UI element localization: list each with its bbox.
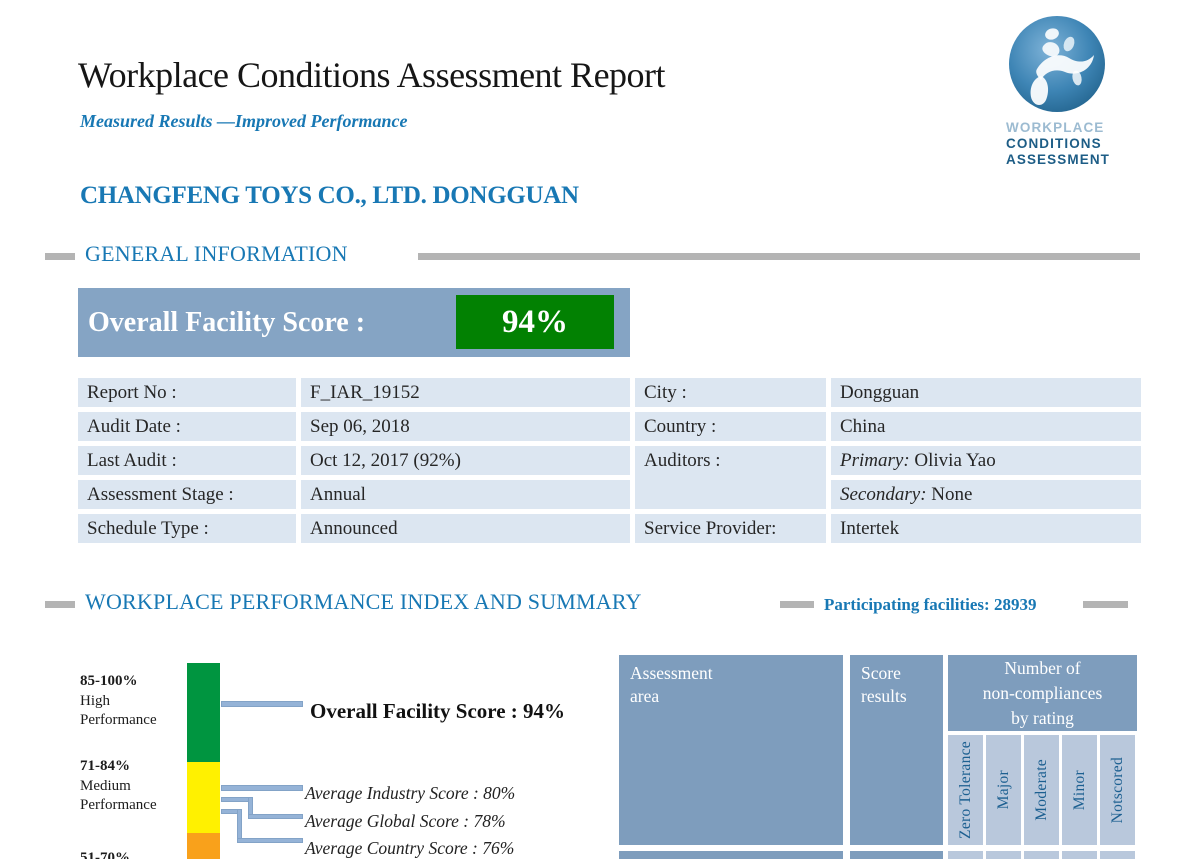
info-label: Last Audit :	[78, 446, 296, 475]
performance-bar-high-segment	[187, 663, 220, 762]
rating-col-minor: Minor	[1062, 735, 1097, 845]
summary-col-score-results: Score results	[850, 655, 943, 845]
wca-logo-icon	[1009, 16, 1105, 112]
rating-col-notscored: Notscored	[1100, 735, 1135, 845]
overall-score-label: Overall Facility Score :	[88, 307, 366, 338]
info-value-primary-auditor: Primary: Olivia Yao	[831, 446, 1141, 475]
auditor-name: None	[931, 484, 973, 505]
info-value: Oct 12, 2017 (92%)	[301, 446, 630, 475]
section-dash	[1083, 601, 1128, 608]
info-value: China	[831, 412, 1141, 441]
section-dash	[780, 601, 814, 608]
auditor-name: Olivia Yao	[914, 450, 996, 471]
info-value: Annual	[301, 480, 630, 509]
info-value: Dongguan	[831, 378, 1141, 407]
rating-col-major: Major	[986, 735, 1021, 845]
section-title-general-information: GENERAL INFORMATION	[85, 241, 348, 266]
page-subtitle: Measured Results —Improved Performance	[80, 111, 408, 131]
auditor-prefix: Primary:	[840, 450, 910, 471]
annotation-country-score: Average Country Score : 76%	[305, 838, 515, 858]
page-title: Workplace Conditions Assessment Report	[78, 55, 666, 95]
info-label: Service Provider:	[635, 514, 826, 543]
summary-col-assessment-area: Assessment area	[619, 655, 843, 845]
performance-bar-low-segment	[187, 833, 220, 859]
summary-col-noncompliances: Number of non-compliances by rating	[948, 655, 1137, 731]
annotation-industry-score: Average Industry Score : 80%	[305, 783, 516, 803]
summary-row-sliver	[948, 851, 983, 859]
band-range: 71-84%	[80, 758, 130, 774]
band-name: Medium Performance	[80, 777, 157, 814]
wca-logo-wordmark: WORKPLACE CONDITIONS ASSESSMENT	[1006, 120, 1110, 168]
info-label: Country :	[635, 412, 826, 441]
summary-row-sliver	[1024, 851, 1059, 859]
info-value: Intertek	[831, 514, 1141, 543]
connector-country-score	[237, 838, 303, 843]
info-label: Schedule Type :	[78, 514, 296, 543]
band-label-medium: 71-84% Medium Performance	[80, 757, 157, 816]
section-rule	[418, 253, 1140, 260]
band-label-high: 85-100% High Performance	[80, 672, 157, 731]
band-label-low: 51-70%	[80, 849, 130, 859]
summary-row-sliver	[1062, 851, 1097, 859]
connector-global-score	[248, 814, 303, 819]
auditor-prefix: Secondary:	[840, 484, 927, 505]
performance-bar-medium-segment	[187, 762, 220, 833]
band-range: 85-100%	[80, 673, 138, 689]
info-label: City :	[635, 378, 826, 407]
annotation-overall-score: Overall Facility Score : 94%	[310, 699, 566, 723]
info-label: Report No :	[78, 378, 296, 407]
info-value: Sep 06, 2018	[301, 412, 630, 441]
info-label-auditors: Auditors :	[635, 446, 826, 509]
summary-row-sliver	[850, 851, 943, 859]
logo-line-workplace: WORKPLACE	[1006, 120, 1105, 135]
rating-col-zero-tolerance: Zero Tolerance	[948, 735, 983, 845]
summary-row-sliver	[619, 851, 843, 859]
facility-name: CHANGFENG TOYS CO., LTD. DONGGUAN	[80, 182, 579, 209]
band-range: 51-70%	[80, 850, 130, 859]
connector-industry-score	[221, 785, 303, 791]
section-dash	[45, 601, 75, 608]
summary-row-sliver	[1100, 851, 1135, 859]
info-value-secondary-auditor: Secondary: None	[831, 480, 1141, 509]
rating-col-moderate: Moderate	[1024, 735, 1059, 845]
section-dash	[45, 253, 75, 260]
general-info-table-right: City : Dongguan Country : China Auditors…	[635, 378, 1141, 543]
info-value: Announced	[301, 514, 630, 543]
annotation-global-score: Average Global Score : 78%	[305, 811, 506, 831]
section-title-performance-index: WORKPLACE PERFORMANCE INDEX AND SUMMARY	[85, 589, 642, 614]
overall-score-value: 94%	[456, 295, 614, 349]
overall-score-banner: Overall Facility Score : 94%	[78, 288, 630, 357]
info-label: Assessment Stage :	[78, 480, 296, 509]
logo-line-assessment: ASSESSMENT	[1006, 152, 1111, 167]
info-label: Audit Date :	[78, 412, 296, 441]
connector-overall-score	[221, 701, 303, 707]
logo-line-conditions: CONDITIONS	[1006, 136, 1102, 151]
band-name: High Performance	[80, 692, 157, 729]
participating-facilities: Participating facilities: 28939	[824, 595, 1037, 614]
info-value: F_IAR_19152	[301, 378, 630, 407]
summary-row-sliver	[986, 851, 1021, 859]
general-info-table-left: Report No : F_IAR_19152 Audit Date : Sep…	[78, 378, 630, 543]
